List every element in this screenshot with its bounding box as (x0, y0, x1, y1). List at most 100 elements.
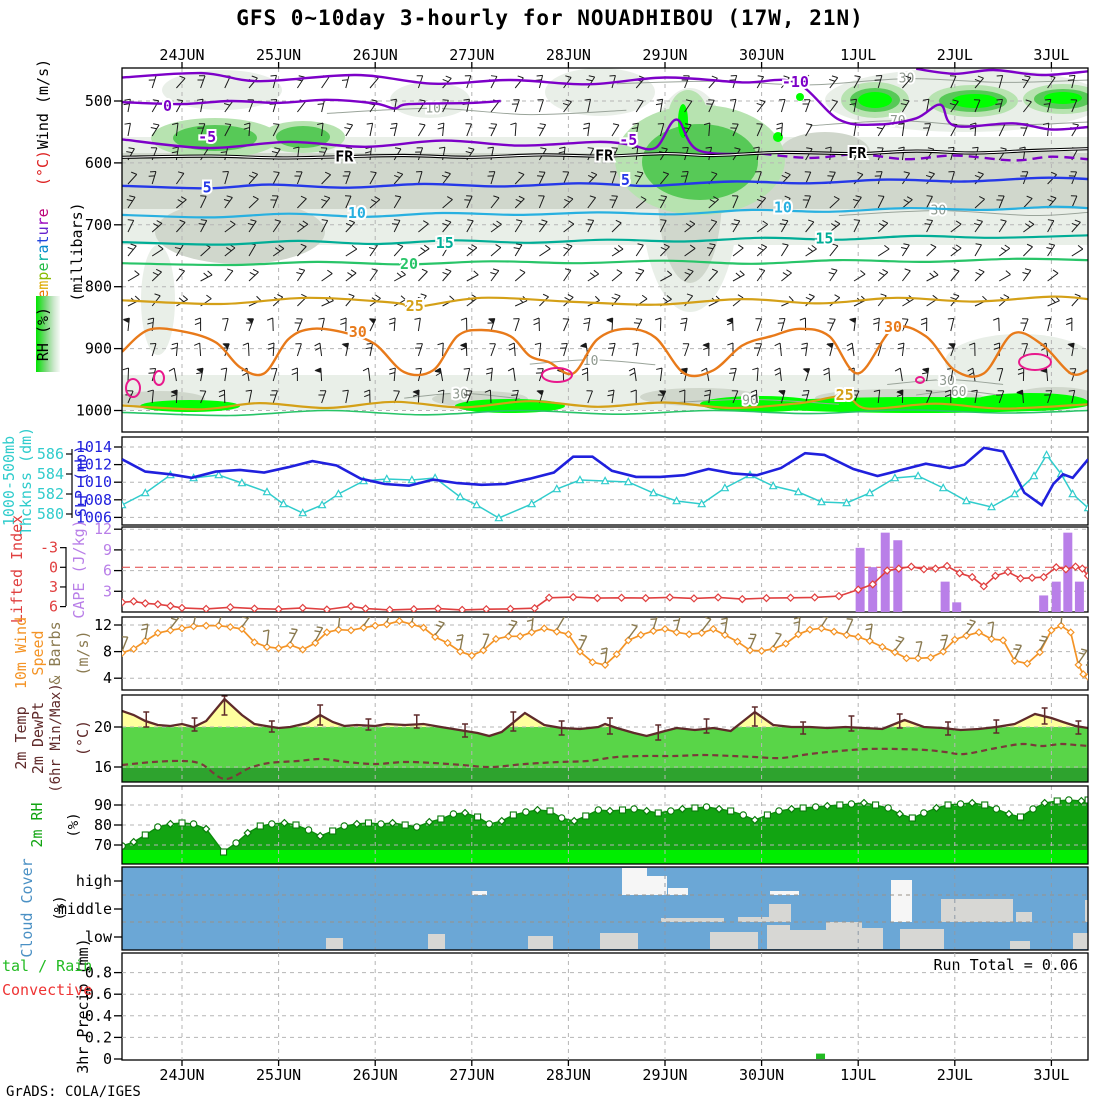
precip-bar (816, 1053, 826, 1059)
axis-label: 700 (85, 216, 112, 234)
axis-label: 2JUL (937, 46, 973, 64)
axis-label: 16 (94, 758, 112, 776)
axis-label: 27JUN (449, 1066, 494, 1084)
axis-label: low (85, 928, 113, 946)
precip-grid (122, 953, 1088, 1060)
temp-contour (122, 176, 1088, 190)
contour-label: 30 (899, 72, 915, 87)
rh-axis: 90 80 70 2m RH (%) (28, 796, 122, 854)
cloud-patch (661, 918, 724, 922)
contour-label: 30 (349, 323, 367, 341)
cloud-axis: high middle low Cloud Cover (%) (18, 858, 122, 958)
cloud-patch (326, 938, 343, 949)
cloud-patch (862, 928, 883, 949)
cloud-patch (1016, 912, 1032, 922)
contour-label: FR (848, 144, 867, 162)
contour-label: 25 (406, 297, 424, 315)
temp-series (122, 695, 1088, 782)
page-title: GFS 0~10day 3-hourly for NOUADHIBOU (17W… (236, 6, 864, 30)
axis-label: 30JUN (739, 46, 784, 64)
slp-series (122, 446, 1088, 522)
cloud-axis-title: Cloud Cover (18, 858, 36, 957)
thickness-axis-title: 1000-500mb (0, 436, 18, 526)
precip-axis: 0.8 0.6 0.4 0.2 0 3hr Precip (mm)tal / Rain Co… (2, 938, 122, 1074)
contour-label: -10 (782, 73, 809, 91)
cape-bar (868, 567, 878, 612)
contour-label: 15 (436, 234, 454, 252)
contour-label: -5 (619, 131, 637, 149)
axis-label: 1JUL (840, 1066, 876, 1084)
cloud-patch (790, 930, 826, 949)
axis-label: 27JUN (449, 46, 494, 64)
axis-label: 580 (37, 505, 64, 523)
axis-label: 0 (49, 558, 58, 576)
upper-wind-barbs (122, 74, 1084, 404)
cloud-patch (600, 933, 638, 949)
panel-precip (121, 952, 1089, 1061)
axis-label: 1014 (76, 438, 112, 456)
cloud-patch (767, 925, 790, 949)
gridlines (122, 68, 1088, 432)
panel-upper-border (121, 67, 1089, 433)
temp-axis: 20 16 2m Temp 2m DewPt (6hr Min/Max) (°C) (12, 683, 122, 793)
axis-label: 4 (103, 669, 112, 687)
li-axis-title: Lifted Index (8, 515, 26, 623)
axis-label: 12 (94, 520, 112, 538)
axis-label: 1010 (76, 473, 112, 491)
contour-label: 30 (452, 387, 468, 402)
axis-label: 6 (49, 598, 58, 616)
cloud-patch (826, 922, 862, 949)
axis-label: 3JUL (1033, 1066, 1069, 1084)
wind-axis-title: (m/s) (74, 630, 92, 675)
wind-axis: 12 8 4 10m Wind Speed & Barbs (m/s) (12, 616, 122, 689)
axis-label: 0 (103, 1050, 112, 1068)
axis-label: 26JUN (353, 1066, 398, 1084)
cloud-patch (1085, 900, 1088, 922)
contour-label: 20 (400, 255, 418, 273)
cloud-patch (769, 904, 791, 922)
temp-contour (122, 234, 1088, 246)
axis-label: 80 (94, 816, 112, 834)
axis-label: 8 (103, 643, 112, 661)
cape-axis-title: CAPE (J/kg) (70, 519, 88, 618)
contour-label: 5 (203, 179, 212, 197)
axis-label: 3 (103, 582, 112, 600)
upper-degc-title: (°C) (34, 150, 52, 186)
dewpoint-line (122, 742, 1088, 781)
slp-line (122, 446, 1088, 508)
axis-label: 90 (94, 796, 112, 814)
upper-axis-titles: Wind (m/s)(°C) TemperatureRH (%) (millibar… (34, 59, 86, 372)
cape-grid (122, 527, 1088, 612)
cape-bar (1063, 532, 1073, 612)
date-axis-bottom: 24JUN 25JUN 26JUN 27JUN 28JUN 29JUN 30JUN 1JUL 2… (159, 1060, 1069, 1084)
axis-label: 1000 (76, 402, 112, 420)
panel-wind10 (121, 616, 1089, 691)
axis-label: 2JUL (937, 1066, 973, 1084)
temp-line (122, 697, 1088, 738)
rh-axis-title: 2m RH (28, 802, 46, 847)
temp-contour (122, 71, 1088, 131)
contour-label: -5 (198, 128, 216, 146)
cape-axis: 12 9 6 3 -30 3 6 Lifted Index CAPE (J/kg) (8, 515, 122, 623)
contour-label: 10 (774, 198, 792, 216)
temp-contour (916, 68, 1088, 77)
temp-contour (122, 257, 1088, 267)
panel-cloud (122, 867, 1088, 950)
cloud-patch (710, 932, 758, 949)
contour-label: 30 (931, 204, 947, 219)
cape-bar (952, 602, 962, 612)
panel-slp (121, 436, 1089, 526)
axis-label: 28JUN (546, 1066, 591, 1084)
upper-temperature-title: Temperature (34, 208, 52, 307)
pressure-axis: 500 600 700 800 900 1000 (76, 92, 122, 420)
axis-label: 12 (94, 616, 112, 634)
contour-label: 15 (815, 229, 833, 247)
cloud-patches (122, 867, 1088, 950)
axis-label: 1008 (76, 491, 112, 509)
contour-label: FR (595, 146, 614, 164)
contour-label: 25 (836, 386, 854, 404)
date-axis-top: 24JUN 25JUN 26JUN 27JUN 28JUN 29JUN 30JUN 1JUL 2… (159, 46, 1069, 68)
